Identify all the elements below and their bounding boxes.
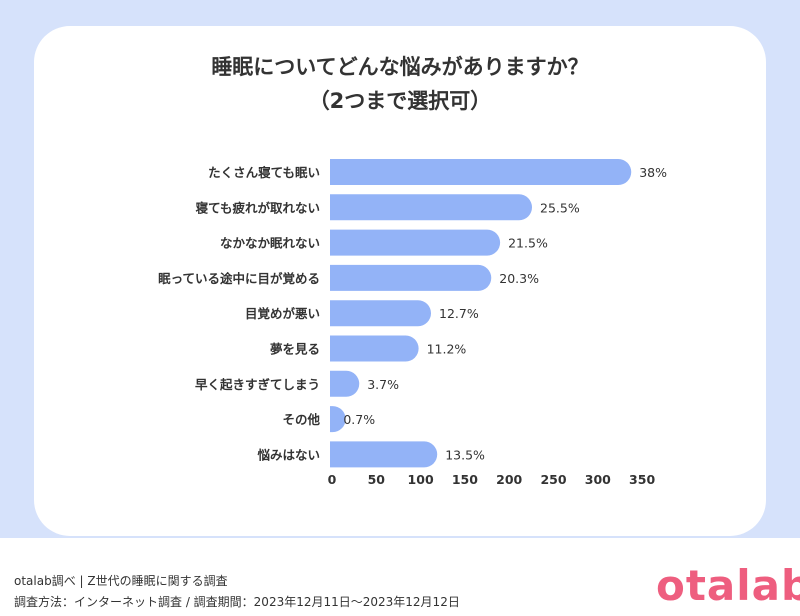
data-label: 0.7% bbox=[343, 412, 375, 427]
bar bbox=[330, 406, 346, 433]
chart-subtitle: （2つまで選択可） bbox=[308, 89, 492, 113]
data-label: 38% bbox=[639, 165, 667, 180]
category-label: その他 bbox=[282, 412, 320, 427]
bar bbox=[330, 300, 432, 327]
bar bbox=[330, 441, 438, 468]
category-label: 悩みはない bbox=[256, 447, 320, 462]
x-tick-label: 350 bbox=[629, 472, 655, 487]
x-tick-label: 200 bbox=[496, 472, 522, 487]
category-label: たくさん寝ても眠い bbox=[208, 165, 320, 180]
bar bbox=[330, 229, 501, 256]
bar-chart: たくさん寝ても眠い 38% 寝ても疲れが取れない 25.5% なかなか眠れない 21.5%… bbox=[158, 159, 667, 487]
data-label: 25.5% bbox=[540, 200, 580, 215]
category-label: 早く起きすぎてしまう bbox=[195, 377, 320, 392]
data-label: 3.7% bbox=[367, 377, 399, 392]
bar bbox=[330, 264, 492, 291]
data-label: 12.7% bbox=[439, 306, 479, 321]
survey-method-text: 調査方法：インターネット調査 / 調査期間：2023年12月11日〜2023年1… bbox=[14, 595, 460, 609]
category-label: 目覚めが悪い bbox=[245, 306, 320, 321]
footer: otalab調べ | Z世代の睡眠に関する調査 調査方法：インターネット調査 /… bbox=[0, 538, 800, 616]
x-tick-label: 0 bbox=[328, 472, 337, 487]
chart-title: 睡眠についてどんな悩みがありますか？ bbox=[211, 55, 589, 79]
category-label: なかなか眠れない bbox=[220, 236, 320, 251]
category-label: 夢を見る bbox=[270, 342, 320, 357]
otalab-logo: otalab bbox=[656, 561, 800, 610]
x-tick-label: 100 bbox=[408, 472, 434, 487]
x-tick-label: 50 bbox=[368, 472, 386, 487]
category-label: 眠っている途中に目が覚める bbox=[158, 271, 320, 286]
category-label: 寝ても疲れが取れない bbox=[196, 200, 320, 215]
data-label: 21.5% bbox=[508, 236, 548, 251]
source-text: otalab調べ | Z世代の睡眠に関する調査 bbox=[14, 574, 228, 588]
bar bbox=[330, 159, 632, 185]
data-label: 20.3% bbox=[499, 271, 539, 286]
data-label: 13.5% bbox=[445, 447, 485, 462]
x-tick-label: 150 bbox=[452, 472, 478, 487]
bar bbox=[330, 335, 419, 362]
bar bbox=[330, 194, 533, 221]
x-tick-label: 300 bbox=[585, 472, 611, 487]
bar bbox=[330, 370, 360, 397]
x-tick-label: 250 bbox=[540, 472, 566, 487]
data-label: 11.2% bbox=[427, 342, 467, 357]
